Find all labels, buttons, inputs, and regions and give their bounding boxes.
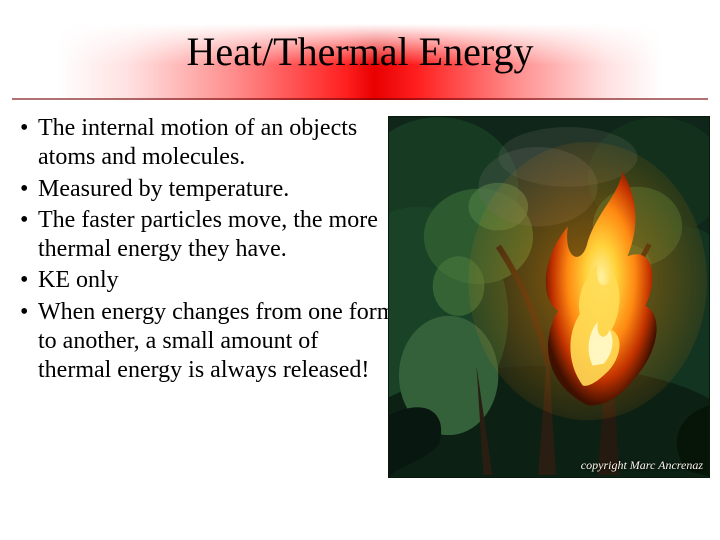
bullet-list: The internal motion of an objects atoms … <box>16 114 396 385</box>
fire-photo: copyright Marc Ancrenaz <box>388 116 710 478</box>
fire-illustration-svg <box>389 117 709 477</box>
list-item: Measured by temperature. <box>16 175 396 204</box>
image-copyright: copyright Marc Ancrenaz <box>581 458 703 473</box>
list-item: The internal motion of an objects atoms … <box>16 114 396 173</box>
list-item: The faster particles move, the more ther… <box>16 206 396 265</box>
bullet-content: The internal motion of an objects atoms … <box>16 114 396 387</box>
list-item: When energy changes from one form to ano… <box>16 298 396 386</box>
title-underline <box>12 98 708 100</box>
slide-title: Heat/Thermal Energy <box>0 28 720 75</box>
list-item: KE only <box>16 266 396 295</box>
